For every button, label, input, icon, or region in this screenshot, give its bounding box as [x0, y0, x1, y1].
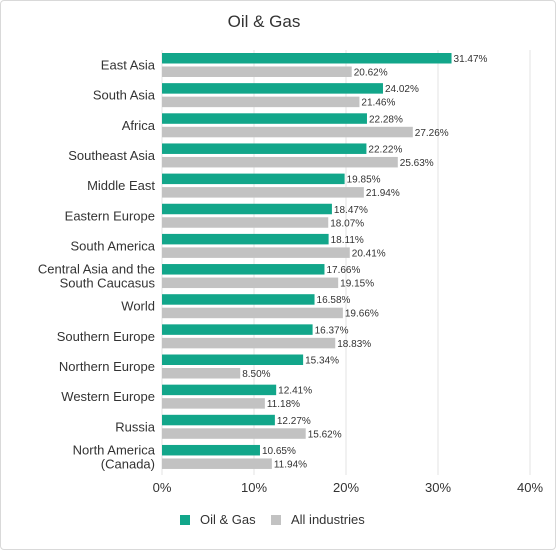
- bar-oil-gas: [162, 384, 277, 396]
- data-label: 11.18%: [267, 399, 300, 410]
- bar-all-industries: [162, 428, 306, 439]
- bar-all-industries: [162, 217, 329, 228]
- category-label: Russia: [115, 419, 156, 434]
- data-label: 16.58%: [317, 295, 351, 306]
- bar-oil-gas: [162, 203, 332, 215]
- category-label: Northern Europe: [59, 359, 155, 374]
- legend-swatch: [180, 515, 190, 525]
- category-label: Eastern Europe: [65, 208, 155, 223]
- data-label: 22.22%: [368, 144, 402, 155]
- data-label: 18.83%: [337, 339, 371, 350]
- legend-label: Oil & Gas: [200, 512, 256, 527]
- category-label: (Canada): [101, 456, 155, 471]
- data-label: 19.85%: [347, 175, 381, 186]
- x-tick-label: 30%: [425, 480, 451, 495]
- category-label: East Asia: [101, 58, 156, 73]
- data-label: 25.63%: [400, 158, 434, 169]
- category-label: Southern Europe: [57, 329, 155, 344]
- category-label: Middle East: [87, 178, 155, 193]
- chart-title: Oil & Gas: [228, 12, 301, 31]
- data-label: 18.07%: [330, 218, 364, 229]
- bar-all-industries: [162, 126, 413, 138]
- category-label: Central Asia and the: [38, 262, 155, 277]
- data-labels: 31.47% 20.62% 24.02% 21.46% 22.28% 27.26% 22.2…: [242, 54, 487, 470]
- bar-all-industries: [162, 337, 336, 349]
- bar-all-industries: [162, 307, 343, 319]
- data-label: 11.94%: [274, 459, 307, 470]
- bar-oil-gas: [162, 414, 275, 426]
- bars: [162, 53, 452, 469]
- bar-all-industries: [162, 398, 265, 409]
- bar-oil-gas: [162, 233, 329, 245]
- legend: Oil & Gas All industries: [180, 512, 365, 527]
- data-label: 18.47%: [334, 205, 368, 216]
- x-tick-label: 40%: [517, 480, 543, 495]
- data-label: 12.27%: [277, 416, 311, 427]
- data-label: 15.62%: [308, 429, 342, 440]
- category-label: South Caucasus: [60, 276, 156, 291]
- bar-oil-gas: [162, 324, 313, 335]
- x-tick-label: 20%: [333, 480, 359, 495]
- category-label: Southeast Asia: [68, 148, 155, 163]
- bar-all-industries: [162, 66, 352, 77]
- data-label: 16.37%: [315, 325, 349, 336]
- bar-all-industries: [162, 458, 272, 469]
- bar-oil-gas: [162, 143, 367, 154]
- bar-oil-gas: [162, 444, 260, 456]
- bar-all-industries: [162, 156, 398, 168]
- bar-all-industries: [162, 277, 339, 289]
- bar-all-industries: [162, 247, 350, 258]
- data-label: 27.26%: [415, 128, 449, 139]
- data-label: 31.47%: [454, 54, 488, 65]
- bar-oil-gas: [162, 83, 383, 94]
- category-label: World: [121, 299, 155, 314]
- category-labels: East Asia South Asia Africa Southeast Asia M…: [38, 58, 156, 472]
- data-label: 19.15%: [340, 279, 374, 290]
- legend-swatch: [271, 515, 281, 525]
- bar-all-industries: [162, 368, 241, 379]
- data-label: 22.28%: [369, 114, 403, 125]
- data-label: 19.66%: [345, 309, 379, 320]
- x-tick-label: 10%: [241, 480, 267, 495]
- category-label: South America: [70, 238, 155, 253]
- bar-oil-gas: [162, 53, 452, 64]
- x-axis-ticks: 0% 10% 20% 30% 40%: [153, 480, 544, 495]
- category-label: South Asia: [93, 88, 156, 103]
- bar-oil-gas: [162, 264, 325, 275]
- category-label: North America: [73, 442, 156, 457]
- category-label: Africa: [122, 118, 156, 133]
- data-label: 12.41%: [278, 386, 312, 397]
- data-label: 8.50%: [242, 369, 270, 380]
- bar-all-industries: [162, 187, 364, 198]
- data-label: 18.11%: [331, 235, 364, 246]
- x-tick-label: 0%: [153, 480, 172, 495]
- data-label: 15.34%: [305, 356, 339, 367]
- bar-oil-gas: [162, 354, 304, 365]
- data-label: 17.66%: [326, 265, 360, 276]
- bar-all-industries: [162, 96, 360, 108]
- data-label: 21.46%: [361, 98, 395, 109]
- data-label: 24.02%: [385, 84, 419, 95]
- bar-oil-gas: [162, 173, 345, 185]
- data-label: 20.62%: [354, 68, 388, 79]
- bar-oil-gas: [162, 113, 367, 124]
- data-label: 21.94%: [366, 188, 400, 199]
- data-label: 10.65%: [262, 446, 296, 457]
- data-label: 20.41%: [352, 248, 386, 259]
- legend-label: All industries: [291, 512, 365, 527]
- bar-oil-gas: [162, 294, 315, 305]
- category-label: Western Europe: [61, 389, 155, 404]
